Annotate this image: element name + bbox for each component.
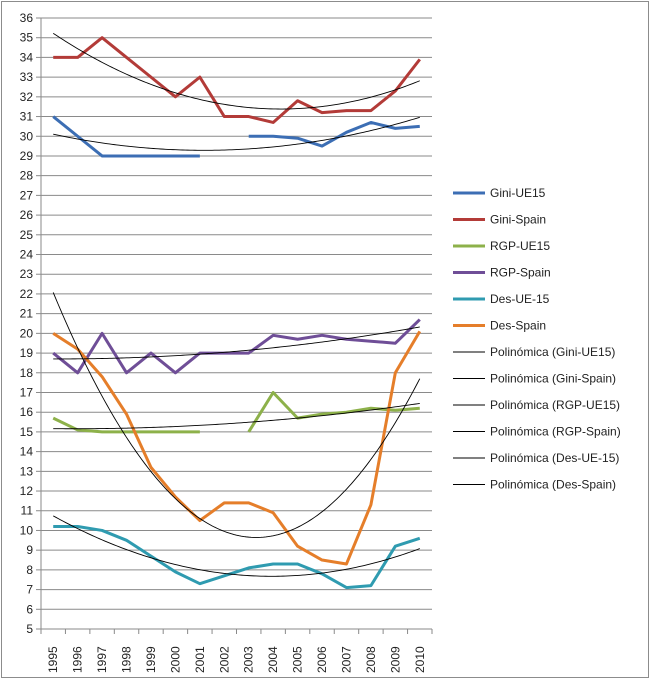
x-tick-label: 2004	[266, 646, 280, 673]
y-tick-label: 32	[20, 90, 34, 104]
y-tick-label: 30	[20, 129, 34, 143]
y-tick-label: 16	[20, 405, 34, 419]
y-tick-label: 35	[20, 31, 34, 45]
trendline	[52, 292, 421, 538]
y-tick-label: 27	[20, 188, 34, 202]
y-tick-label: 6	[26, 602, 33, 616]
y-tick-label: 20	[20, 326, 34, 340]
y-tick-label: 15	[20, 425, 34, 439]
series-line-rgp-ue15	[52, 390, 420, 434]
x-tick-label: 2002	[217, 646, 231, 673]
y-tick-label: 36	[20, 11, 34, 25]
legend-label: Polinómica (RGP-UE15)	[490, 398, 620, 412]
trendline	[53, 116, 420, 151]
y-tick-label: 10	[20, 523, 34, 537]
x-tick-label: 1997	[95, 646, 109, 673]
legend-label: Des-UE-15	[490, 292, 550, 306]
x-tick-label: 1995	[46, 646, 60, 673]
x-tick-label: 2009	[388, 646, 402, 673]
y-tick-label: 29	[20, 149, 34, 163]
legend-label: Gini-UE15	[490, 186, 546, 200]
x-tick-label: 2000	[168, 646, 182, 673]
series-line-des-spain	[52, 330, 422, 566]
legend-label: RGP-UE15	[490, 239, 550, 253]
y-tick-label: 7	[26, 583, 33, 597]
x-tick-label: 1996	[71, 646, 85, 673]
y-tick-label: 22	[20, 287, 34, 301]
y-tick-label: 8	[26, 563, 33, 577]
x-tick-label: 2010	[413, 646, 427, 673]
trendline	[53, 515, 420, 577]
y-tick-label: 34	[20, 50, 34, 64]
legend-label: Gini-Spain	[490, 213, 546, 227]
y-tick-label: 31	[20, 110, 34, 124]
y-tick-label: 5	[26, 622, 33, 636]
x-tick-label: 2001	[193, 646, 207, 673]
y-tick-label: 12	[20, 484, 34, 498]
y-tick-label: 21	[20, 307, 34, 321]
y-tick-label: 25	[20, 228, 34, 242]
y-tick-label: 9	[26, 543, 33, 557]
legend-label: Polinómica (Gini-UE15)	[490, 345, 615, 359]
x-tick-label: 2005	[291, 646, 305, 673]
y-tick-label: 33	[20, 70, 34, 84]
legend-label: Polinómica (Des-Spain)	[490, 478, 616, 492]
y-tick-label: 13	[20, 464, 34, 478]
y-tick-label: 26	[20, 208, 34, 222]
y-tick-label: 17	[20, 385, 34, 399]
legend-label: Des-Spain	[490, 319, 546, 333]
trendline	[53, 402, 420, 430]
y-tick-label: 11	[21, 504, 34, 518]
series-line-gini-spain	[53, 36, 421, 124]
y-tick-label: 18	[20, 366, 34, 380]
y-tick-label: 28	[20, 169, 34, 183]
x-tick-label: 2006	[315, 646, 329, 673]
y-tick-label: 19	[20, 346, 34, 360]
x-tick-label: 1999	[144, 646, 158, 673]
trendline	[53, 326, 420, 360]
x-tick-label: 2007	[339, 646, 353, 673]
trendline	[52, 32, 420, 110]
x-tick-label: 1998	[120, 646, 134, 673]
legend-label: Polinómica (Gini-Spain)	[490, 372, 616, 386]
legend-label: RGP-Spain	[490, 266, 551, 280]
series-line-gini-ue15	[52, 115, 420, 158]
series-line-rgp-spain	[52, 318, 421, 375]
y-tick-label: 24	[20, 248, 34, 262]
x-tick-label: 2003	[242, 646, 256, 673]
y-tick-label: 14	[20, 445, 34, 459]
y-tick-label: 23	[20, 267, 34, 281]
legend-label: Polinómica (Des-UE-15)	[490, 451, 619, 465]
x-tick-label: 2008	[364, 646, 378, 673]
legend-label: Polinómica (RGP-Spain)	[490, 425, 621, 439]
series-line-des-ue-15	[53, 525, 421, 590]
